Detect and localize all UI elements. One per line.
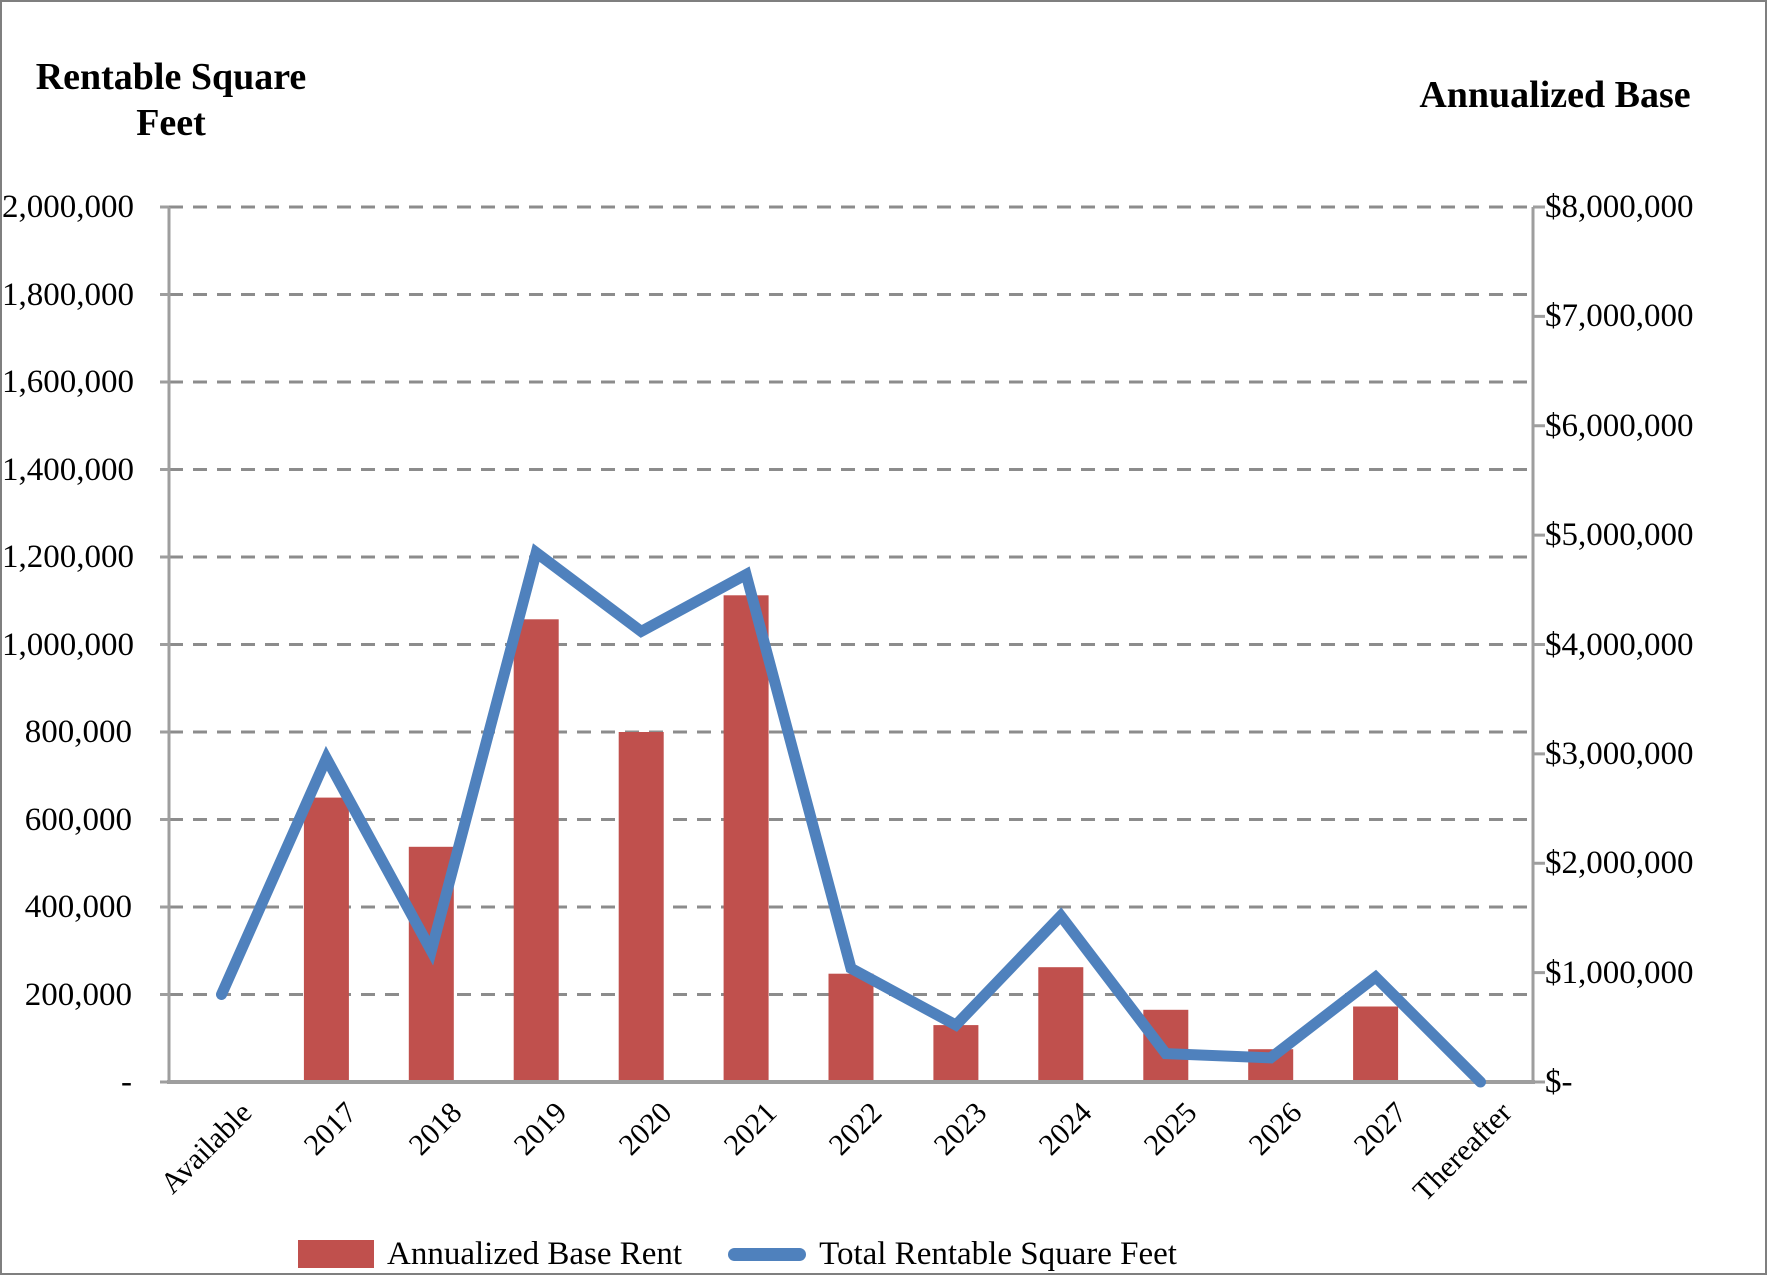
- line-series-swatch-icon: [728, 1247, 807, 1261]
- bar-2023: [933, 1025, 979, 1082]
- left-axis-tick-label: 1,600,000: [2, 364, 134, 400]
- legend-label: Annualized Base Rent: [387, 1235, 683, 1272]
- left-axis-tick-label: 800,000: [24, 714, 132, 750]
- left-axis-tick-label: 1,800,000: [2, 276, 134, 313]
- right-axis-tick-label: $2,000,000: [1545, 845, 1694, 882]
- bar-2020: [618, 732, 664, 1082]
- left-axis-title: Rentable Square Feet: [35, 56, 307, 145]
- right-axis-tick-label: $6,000,000: [1545, 407, 1694, 444]
- right-axis-tick-label: $4,000,000: [1545, 626, 1694, 663]
- right-axis-title: Annualized Base: [1419, 74, 1691, 116]
- right-axis-tick-label: $-: [1545, 1064, 1573, 1100]
- left-axis-tick-label: 400,000: [24, 889, 132, 925]
- legend-item-annualized-base-rent: Annualized Base Rent: [298, 1236, 682, 1273]
- left-axis-tick-label: 1,400,000: [2, 451, 134, 488]
- bar-2024: [1038, 967, 1084, 1082]
- legend-item-total-rentable-square-feet: Total Rentable Square Feet: [728, 1236, 1177, 1273]
- total-rentable-square-feet-line: [216, 543, 1486, 1088]
- bar-2017: [303, 797, 349, 1082]
- left-axis-tick-label: 2,000,000: [2, 189, 134, 225]
- bar-2019: [513, 619, 559, 1082]
- right-axis-tick-label: $5,000,000: [1545, 517, 1694, 554]
- bar-2027: [1353, 1006, 1399, 1082]
- left-axis-tick-label: 200,000: [24, 976, 132, 1013]
- legend: Annualized Base Rent Total Rentable Squar…: [298, 1232, 1223, 1273]
- bar-2021: [723, 595, 769, 1082]
- legend-label: Total Rentable Square Feet: [819, 1235, 1177, 1272]
- right-axis-tick-label: $1,000,000: [1545, 954, 1694, 991]
- left-axis-tick-label: 600,000: [24, 801, 132, 838]
- left-axis-tick-label: 1,200,000: [2, 539, 134, 575]
- right-axis-tick-label: $7,000,000: [1545, 298, 1694, 335]
- bar-series-swatch-icon: [298, 1240, 374, 1268]
- right-axis-tick-label: $8,000,000: [1545, 189, 1694, 225]
- left-axis-tick-label: 1,000,000: [2, 626, 134, 663]
- right-axis-tick-label: $3,000,000: [1545, 735, 1694, 772]
- bar-2022: [828, 973, 874, 1082]
- left-axis-tick-label: -: [121, 1064, 132, 1100]
